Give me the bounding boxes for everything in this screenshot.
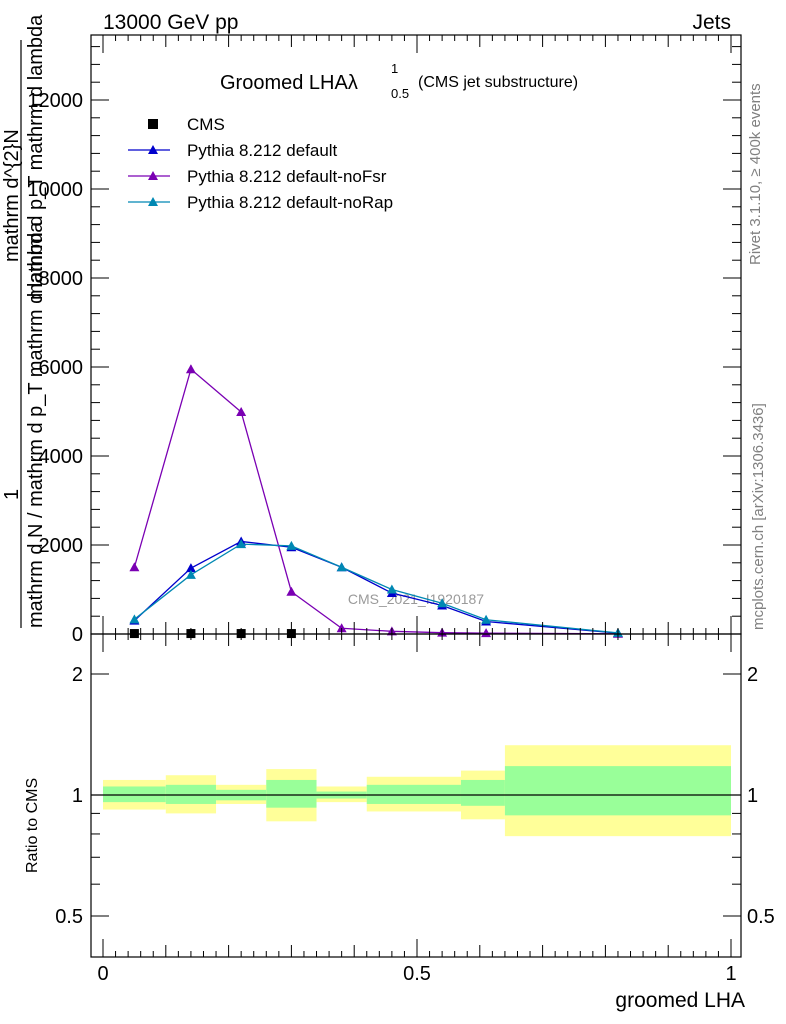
legend-label: Pythia 8.212 default <box>187 141 338 160</box>
legend-item: Pythia 8.212 default <box>128 141 338 160</box>
ratio-y-tick-label: 2 <box>72 664 83 686</box>
series-pythia-8-212-default <box>129 536 623 638</box>
legend-marker-triangle <box>148 171 158 180</box>
series-point <box>129 562 140 572</box>
y-label-line2: mathrm d p_T mathrm d lambda <box>25 14 47 300</box>
series-point <box>185 569 196 579</box>
title-lambda: λ <box>348 72 358 94</box>
title-lambda-sub: 0.5 <box>391 86 409 101</box>
legend-label: Pythia 8.212 default-noRap <box>187 193 393 212</box>
legend-item: CMS <box>148 115 225 134</box>
series-line <box>133 540 619 634</box>
ratio-band-green <box>103 786 166 803</box>
title-lambda-sup: 1 <box>391 61 398 76</box>
ratio-y-tick-label-right: 1 <box>747 785 758 807</box>
legend-item: Pythia 8.212 default-noRap <box>128 193 393 212</box>
ratio-y-tick-label-right: 0.5 <box>747 906 775 928</box>
series-point <box>336 623 347 633</box>
y-tick-label: 6000 <box>39 357 84 379</box>
legend-item: Pythia 8.212 default-noFsr <box>128 167 387 186</box>
series-pythia-8-212-default-norap <box>129 539 623 637</box>
legend-marker-triangle <box>148 197 158 206</box>
legend: CMS Pythia 8.212 default Pythia 8.212 defa… <box>128 115 393 212</box>
ratio-band-green <box>165 784 217 804</box>
y-label-frac-top: 1 <box>1 489 23 500</box>
y-tick-label: 12000 <box>27 90 83 112</box>
series-line <box>133 543 619 634</box>
x-tick-label: 1 <box>725 963 736 985</box>
x-axis-label: groomed LHA <box>615 989 745 1012</box>
ratio-y-tick-label: 0.5 <box>55 906 83 928</box>
header-left: 13000 GeV pp <box>103 11 238 34</box>
x-tick-label: 0 <box>97 963 108 985</box>
series-point <box>286 540 297 550</box>
x-ticks: 0 0.5 1 <box>97 35 737 985</box>
ratio-bands <box>91 745 741 837</box>
legend-marker-square <box>148 119 158 129</box>
rivet-label: Rivet 3.1.10, ≥ 400k events <box>747 83 764 265</box>
mcplots-label: mcplots.cern.ch [arXiv:1306.3436] <box>750 403 767 630</box>
y-tick-label: 4000 <box>39 446 84 468</box>
ratio-band-green <box>417 784 461 804</box>
y-tick-label: 2000 <box>39 535 84 557</box>
y-label-denominator: mathrm d N / mathrm d p_T mathrm d lambd… <box>25 221 47 628</box>
legend-marker-triangle <box>148 145 158 154</box>
ratio-band-green <box>266 779 317 808</box>
title-main: Groomed LHA <box>220 72 348 94</box>
ratio-y-tick-label: 1 <box>72 785 83 807</box>
y-tick-label: 0 <box>72 624 83 646</box>
ratio-band-green <box>366 784 417 804</box>
series-point <box>185 563 196 573</box>
plot-title: Groomed LHAλ <box>220 72 358 94</box>
title-suffix: (CMS jet substructure) <box>418 74 578 91</box>
series-point <box>386 584 397 594</box>
series-point <box>437 598 448 608</box>
y-tick-label: 8000 <box>39 268 84 290</box>
series-point <box>236 539 247 549</box>
legend-label: CMS <box>187 115 225 134</box>
ratio-axis-label: Ratio to CMS <box>24 778 41 873</box>
series-point <box>129 614 140 624</box>
y-label-line1: mathrm d^{2}N <box>1 129 23 262</box>
series-point <box>481 614 492 624</box>
header-right: Jets <box>692 11 731 34</box>
legend-label: Pythia 8.212 default-noFsr <box>187 167 387 186</box>
ratio-y-tick-label-right: 2 <box>747 664 758 686</box>
ratio-y-ticks: 0.5 0.5 1 1 2 2 <box>55 664 775 928</box>
ratio-band-green <box>504 766 731 816</box>
main-y-ticks: 0 2000 4000 6000 8000 10000 12000 <box>27 46 741 646</box>
y-axis-label: 1 mathrm d N / mathrm d p_T mathrm d lam… <box>1 14 47 628</box>
y-tick-label: 10000 <box>27 179 83 201</box>
series-point <box>336 562 347 572</box>
ratio-band-green <box>460 779 505 806</box>
x-tick-label: 0.5 <box>403 963 431 985</box>
series-point <box>286 586 297 596</box>
series-point <box>481 628 492 638</box>
